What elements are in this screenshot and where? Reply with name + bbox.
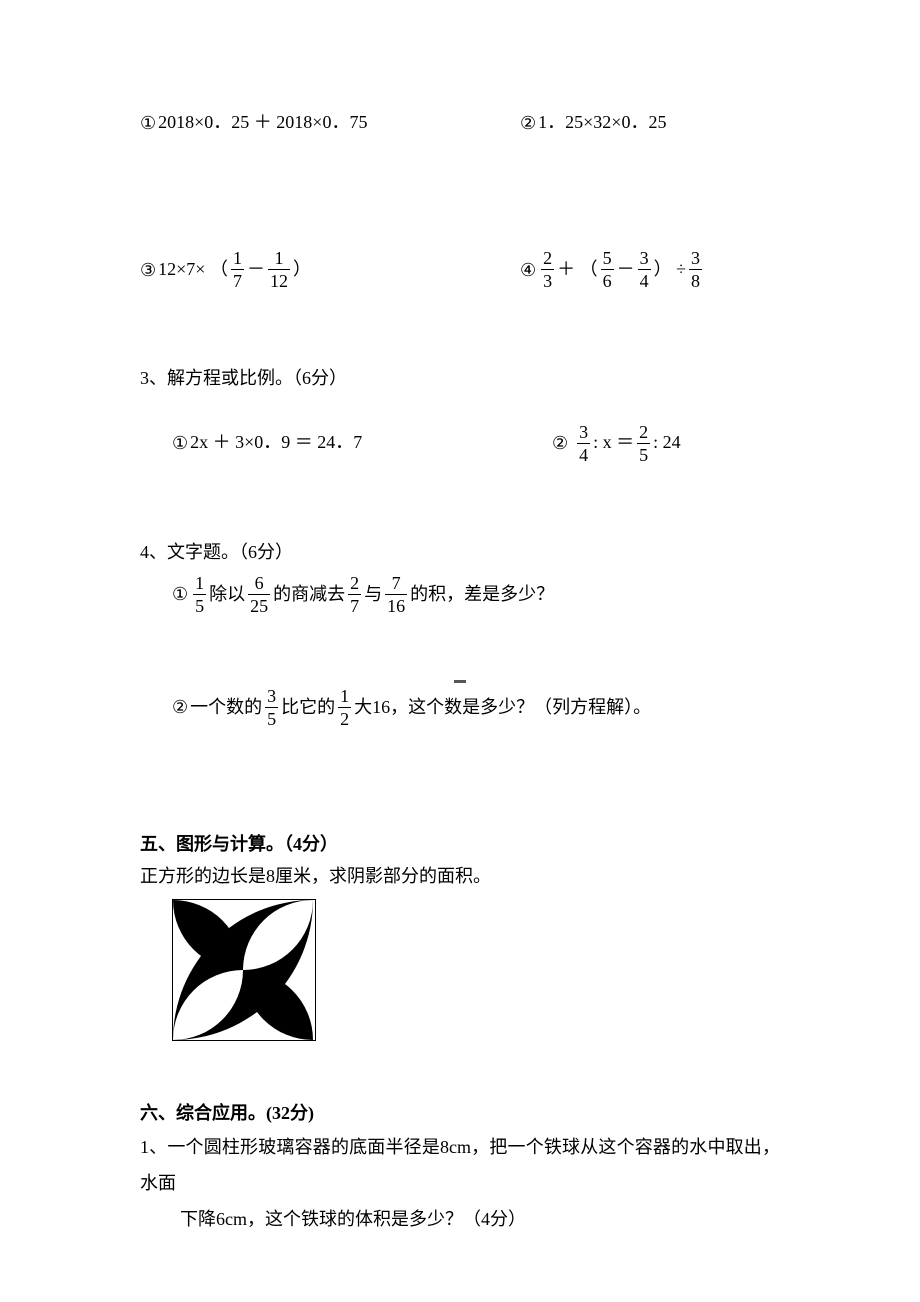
p4-frac1: 2 3 [541,249,554,290]
s4-p2-frac2: 1 2 [338,687,351,728]
p3-frac1: 1 7 [231,249,244,290]
spacer [140,633,780,687]
s4-p1-frac2: 6 25 [248,574,270,615]
s3-p1: ① 2x ＋ 3×0．9 ＝ 24．7 [172,430,552,455]
geometry-figure [172,899,316,1041]
spacer [140,395,780,423]
s3-p2-mid1: : x ＝ [593,430,634,455]
p3-frac2: 1 12 [268,249,290,290]
spacer [140,153,780,249]
spacer [140,308,780,362]
p3-minus: － [247,257,265,282]
s4-circled-2: ② [172,698,188,716]
s4-p1-wrap: ① 1 5 除以 6 25 的商减去 2 7 与 7 [140,574,780,615]
s4-p2-frac1: 3 5 [265,687,278,728]
p3-suffix: ） [293,257,311,282]
s4-p1-frac3: 2 7 [348,574,361,615]
s4-p1-frac1: 1 5 [193,574,206,615]
section5-heading: 五、图形与计算。（4分） [140,828,780,860]
section4-heading: 4、文字题。（6分） [140,536,780,568]
p4-frac3: 3 4 [638,249,651,290]
s4-circled-1: ① [172,585,188,603]
s4-p1-frac4: 7 16 [385,574,407,615]
circled-1: ① [140,114,156,132]
section5-body: 正方形的边长是8厘米，求阴影部分的面积。 [140,860,780,892]
problem-2: ② 1．25×32×0．25 [520,110,780,135]
spacer [140,1041,780,1069]
circled-4: ④ [520,261,536,279]
s3-p1-text: 2x ＋ 3×0．9 ＝ 24．7 [190,430,362,455]
s3-circled-2: ② [552,434,568,452]
top-row-1: ① 2018×0．25 ＋ 2018×0．75 ② 1．25×32×0．25 [140,110,780,135]
section6-q1: 1、一个圆柱形玻璃容器的底面半径是8cm，把一个铁球从这个容器的水中取出，水面 … [140,1129,780,1237]
problem-3: ③ 12×7× （ 1 7 － 1 12 ） [140,249,520,290]
figure-svg [173,900,313,1040]
s3-circled-1: ① [172,434,188,452]
p4-op3: ） ÷ [654,257,686,282]
p4-frac4: 3 8 [689,249,702,290]
section3-row: ① 2x ＋ 3×0．9 ＝ 24．7 ② 3 4 : x ＝ 2 5 [140,423,780,464]
exam-page: ① 2018×0．25 ＋ 2018×0．75 ② 1．25×32×0．25 ③… [0,0,920,1302]
top-row-2: ③ 12×7× （ 1 7 － 1 12 ） ④ 2 [140,249,780,290]
expr-1-text: 2018×0．25 ＋ 2018×0．75 [158,110,367,135]
expr-2-text: 1．25×32×0．25 [538,110,666,135]
p3-prefix: 12×7× （ [158,257,228,282]
s3-p2-frac2: 2 5 [637,423,650,464]
problem-4: ④ 2 3 ＋ （ 5 6 － 3 4 ） ÷ [520,249,780,290]
p4-frac2: 5 6 [601,249,614,290]
section3-heading: 3、解方程或比例。（6分） [140,362,780,394]
s4-p2: ② 一个数的 3 5 比它的 1 2 大16，这个数是多少？（列方程解）。 [172,687,780,728]
center-mark-icon [454,680,466,683]
s3-p2-frac1: 3 4 [577,423,590,464]
section6-heading: 六、综合应用。(32分) [140,1097,780,1129]
s3-p2: ② 3 4 : x ＝ 2 5 : 24 [552,423,780,464]
s3-p2-mid2: : 24 [653,430,681,455]
circled-3: ③ [140,261,156,279]
p4-op1: ＋ （ [557,257,598,282]
problem-1: ① 2018×0．25 ＋ 2018×0．75 [140,110,520,135]
circled-2: ② [520,114,536,132]
spacer [140,746,780,800]
p4-op2: － [617,257,635,282]
q1-line2: 下降6cm，这个铁球的体积是多少？（4分） [140,1201,780,1237]
q1-line1: 1、一个圆柱形玻璃容器的底面半径是8cm，把一个铁球从这个容器的水中取出，水面 [140,1129,780,1201]
s4-p1: ① 1 5 除以 6 25 的商减去 2 7 与 7 [172,574,780,615]
spacer [140,482,780,536]
s4-p2-wrap: ② 一个数的 3 5 比它的 1 2 大16，这个数是多少？（列方程解）。 [140,687,780,728]
